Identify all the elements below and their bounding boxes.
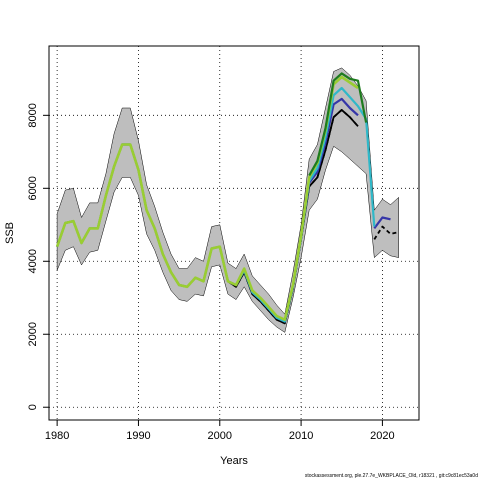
plot-frame [48, 45, 420, 421]
y-axis-label: SSB [4, 222, 16, 244]
x-axis: 1980 1990 2000 2010 2020 [45, 420, 395, 442]
x-tick-label-1980: 1980 [45, 430, 69, 442]
series-line-6 [308, 72, 368, 177]
x-tick-label-2010: 2010 [289, 430, 313, 442]
x-tick-label-2000: 2000 [208, 430, 232, 442]
x-tick-label-1990: 1990 [126, 430, 150, 442]
y-tick-label-0: 0 [27, 404, 39, 410]
confidence-band-area [56, 67, 399, 333]
x-axis-label: Years [220, 455, 248, 467]
series-line-5 [55, 75, 359, 321]
y-axis: 0 2000 4000 6000 8000 [27, 103, 49, 410]
series-lines [55, 72, 399, 325]
confidence-band [56, 67, 399, 333]
y-tick-label-6000: 6000 [27, 176, 39, 200]
y-tick-label-8000: 8000 [27, 103, 39, 127]
y-tick-label-4000: 4000 [27, 249, 39, 273]
x-tick-label-2020: 2020 [370, 430, 394, 442]
source-footnote: stockassessment.org, ple.27.7e_WKBPLACE_… [305, 473, 478, 479]
y-tick-label-2000: 2000 [27, 322, 39, 346]
